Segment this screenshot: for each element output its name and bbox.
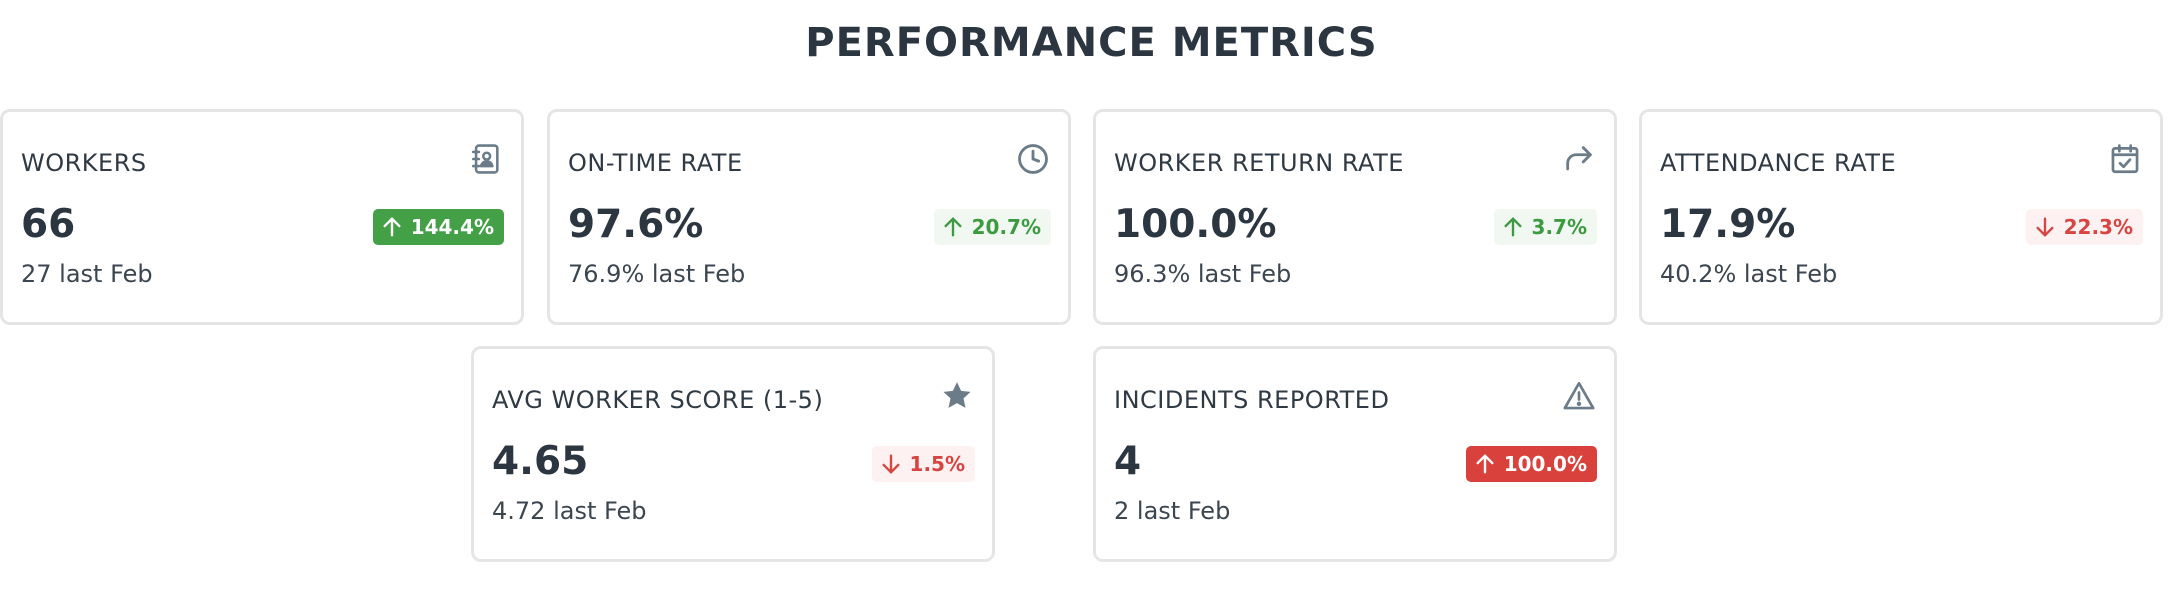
metric-value: 4: [1114, 439, 1142, 484]
change-value: 3.7%: [1531, 215, 1587, 239]
change-badge: 20.7%: [933, 209, 1051, 245]
arrow-up-icon: [383, 217, 401, 237]
metric-card-worker-return-rate: WORKER RETURN RATE 100.0% 3.7% 96.3% las…: [1093, 109, 1617, 325]
arrow-up-icon: [944, 217, 962, 237]
change-badge: 3.7%: [1493, 209, 1597, 245]
calendar-check-icon: [2108, 142, 2142, 176]
metric-value: 66: [21, 202, 76, 247]
metric-card-incidents-reported: INCIDENTS REPORTED 4 100.0% 2 last Feb: [1093, 346, 1617, 562]
metric-value: 97.6%: [568, 202, 704, 247]
change-value: 144.4%: [410, 215, 494, 239]
change-value: 22.3%: [2063, 215, 2133, 239]
previous-value: 40.2% last Feb: [1660, 260, 1838, 288]
star-icon: [940, 379, 974, 413]
share-forward-icon: [1562, 142, 1596, 176]
metric-card-workers: WORKERS 66 144.4% 27 last Feb: [0, 109, 524, 325]
change-value: 1.5%: [909, 452, 965, 476]
arrow-down-icon: [2036, 217, 2054, 237]
arrow-up-icon: [1504, 217, 1522, 237]
metric-card-attendance-rate: ATTENDANCE RATE 17.9% 22.3% 40.2% last F…: [1639, 109, 2163, 325]
change-badge: 144.4%: [372, 209, 504, 245]
metric-card-on-time-rate: ON-TIME RATE 97.6% 20.7% 76.9% last Feb: [547, 109, 1071, 325]
change-badge: 22.3%: [2025, 209, 2143, 245]
page-title: PERFORMANCE METRICS: [805, 20, 1378, 66]
metric-label: ON-TIME RATE: [568, 149, 743, 177]
change-badge: 1.5%: [871, 446, 975, 482]
metric-value: 17.9%: [1660, 202, 1796, 247]
previous-value: 96.3% last Feb: [1114, 260, 1292, 288]
clock-icon: [1016, 142, 1050, 176]
previous-value: 76.9% last Feb: [568, 260, 746, 288]
arrow-down-icon: [882, 454, 900, 474]
change-value: 20.7%: [971, 215, 1041, 239]
metric-label: WORKER RETURN RATE: [1114, 149, 1404, 177]
metric-label: WORKERS: [21, 149, 147, 177]
previous-value: 2 last Feb: [1114, 497, 1231, 525]
metric-label: INCIDENTS REPORTED: [1114, 386, 1390, 414]
previous-value: 4.72 last Feb: [492, 497, 647, 525]
warning-triangle-icon: [1562, 379, 1596, 413]
change-badge: 100.0%: [1465, 446, 1597, 482]
change-value: 100.0%: [1503, 452, 1587, 476]
metric-label: AVG WORKER SCORE (1-5): [492, 386, 824, 414]
contact-book-icon: [469, 142, 503, 176]
previous-value: 27 last Feb: [21, 260, 153, 288]
metric-card-avg-worker-score: AVG WORKER SCORE (1-5) 4.65 1.5% 4.72 la…: [471, 346, 995, 562]
metric-label: ATTENDANCE RATE: [1660, 149, 1897, 177]
metric-value: 4.65: [492, 439, 589, 484]
arrow-up-icon: [1476, 454, 1494, 474]
metric-value: 100.0%: [1114, 202, 1277, 247]
